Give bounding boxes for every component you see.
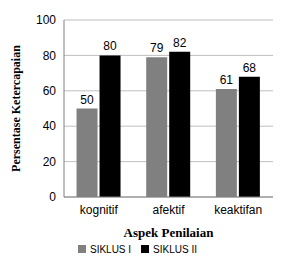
svg-text:Persentase Ketercapaian: Persentase Ketercapaian [9, 45, 23, 172]
svg-text:Aspek Penilaian: Aspek Penilaian [124, 225, 215, 240]
svg-text:61: 61 [220, 73, 234, 87]
svg-text:20: 20 [43, 155, 57, 169]
svg-text:afektif: afektif [152, 203, 185, 217]
svg-text:80: 80 [43, 49, 57, 63]
html-text:SIKLUS II: SIKLUS II [153, 244, 197, 255]
html-text:SIKLUS I: SIKLUS I [90, 244, 132, 255]
svg-text:79: 79 [150, 41, 164, 55]
svg-text:50: 50 [80, 93, 94, 107]
svg-text:100: 100 [36, 13, 56, 27]
svg-text:keaktifan: keaktifan [214, 203, 262, 217]
svg-text:82: 82 [173, 36, 187, 50]
svg-text:0: 0 [49, 190, 56, 204]
svg-text:kognitif: kognitif [80, 203, 119, 217]
svg-text:68: 68 [243, 61, 257, 75]
svg-text:60: 60 [43, 84, 57, 98]
svg-text:40: 40 [43, 119, 57, 133]
svg-text:80: 80 [103, 39, 117, 53]
